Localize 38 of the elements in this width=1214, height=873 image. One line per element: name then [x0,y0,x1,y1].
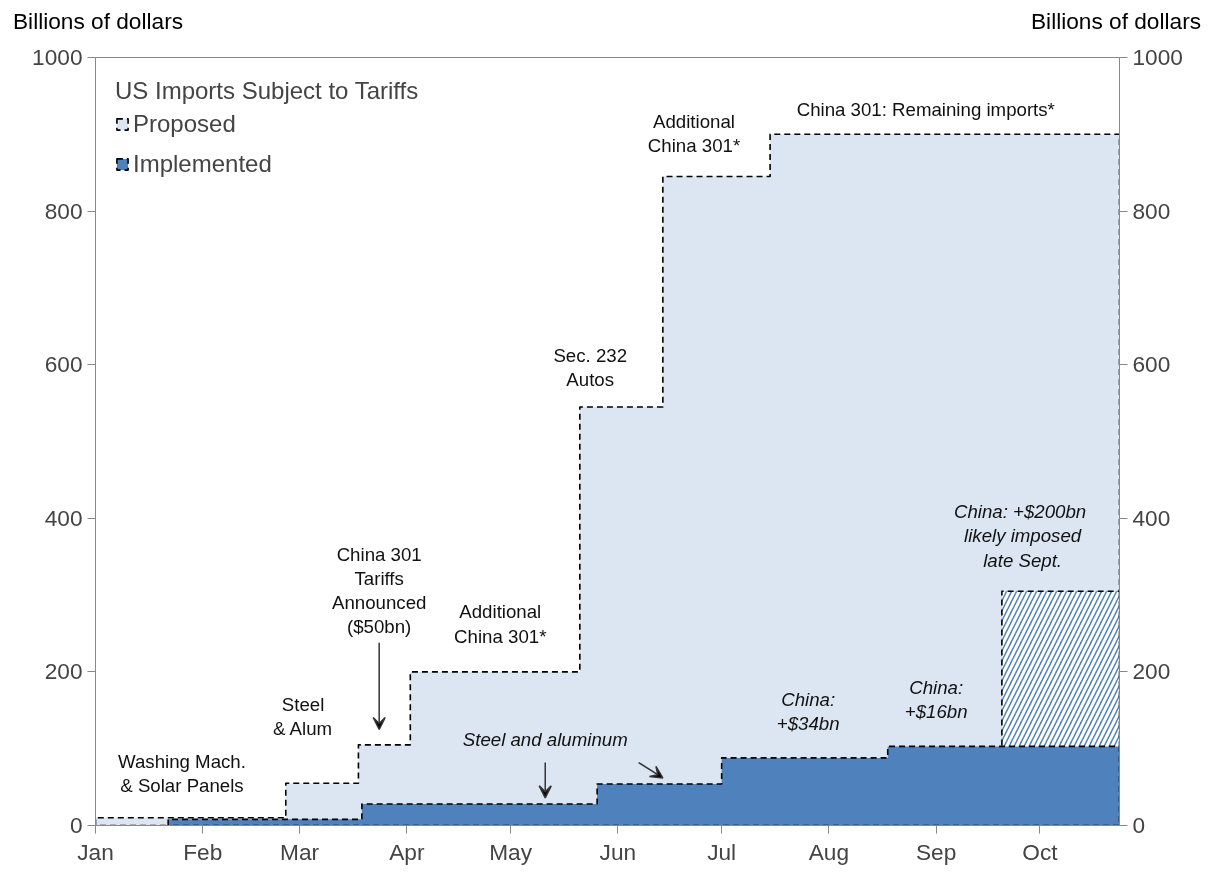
annotation: China: +$34bn [776,688,840,735]
y2-tick-label: 0 [1132,812,1146,838]
x-tick-label: May [489,838,533,865]
x-tick-label: Mar [280,838,320,865]
x-tick-label: Jul [707,838,737,865]
y-tick-label: 1000 [32,44,83,70]
y-tick-label: 800 [44,197,83,224]
annotation: Steel & Alum [273,694,333,740]
y2-tick-label: 800 [1132,197,1171,224]
y-tick-label: 200 [44,658,83,685]
y-tick-label: 0 [69,812,83,838]
x-tick-label: Oct [1022,838,1059,865]
x-tick-label: Apr [389,838,425,865]
legend-label: Proposed [133,110,236,138]
y2-tick-label: 1000 [1132,44,1183,70]
annotation: China: +$200bn likely imposed late Sept. [953,501,1087,571]
legend-label: Implemented [133,150,272,178]
annotation: Steel and aluminum [462,729,628,751]
annotation: Additional China 301* [647,110,741,156]
x-tick-label: Aug [808,838,850,865]
y2-tick-label: 400 [1132,504,1171,531]
annotation: Additional China 301* [454,601,547,647]
annotation: Sec. 232 Autos [553,344,628,391]
y-axis-title: Billions of dollars [13,7,183,36]
y-tick-label: 600 [44,351,83,378]
y2-tick-label: 600 [1132,351,1171,378]
y2-axis-title: Billions of dollars [1031,7,1201,36]
x-tick-label: Feb [183,838,223,865]
annotation: China 301: Remaining imports* [796,98,1055,120]
x-tick-label: Sep [915,838,957,865]
y2-tick-label: 200 [1132,658,1171,685]
annotation: Washing Mach. & Solar Panels [118,751,246,797]
legend-title: US Imports Subject to Tariffs [115,77,419,105]
annotation: China 301 Tariffs Announced ($50bn) [331,543,427,638]
annotation: China: +$16bn [904,676,968,722]
y-tick-label: 400 [44,504,83,531]
x-tick-label: Jan [77,838,114,865]
x-tick-label: Jun [599,838,637,865]
